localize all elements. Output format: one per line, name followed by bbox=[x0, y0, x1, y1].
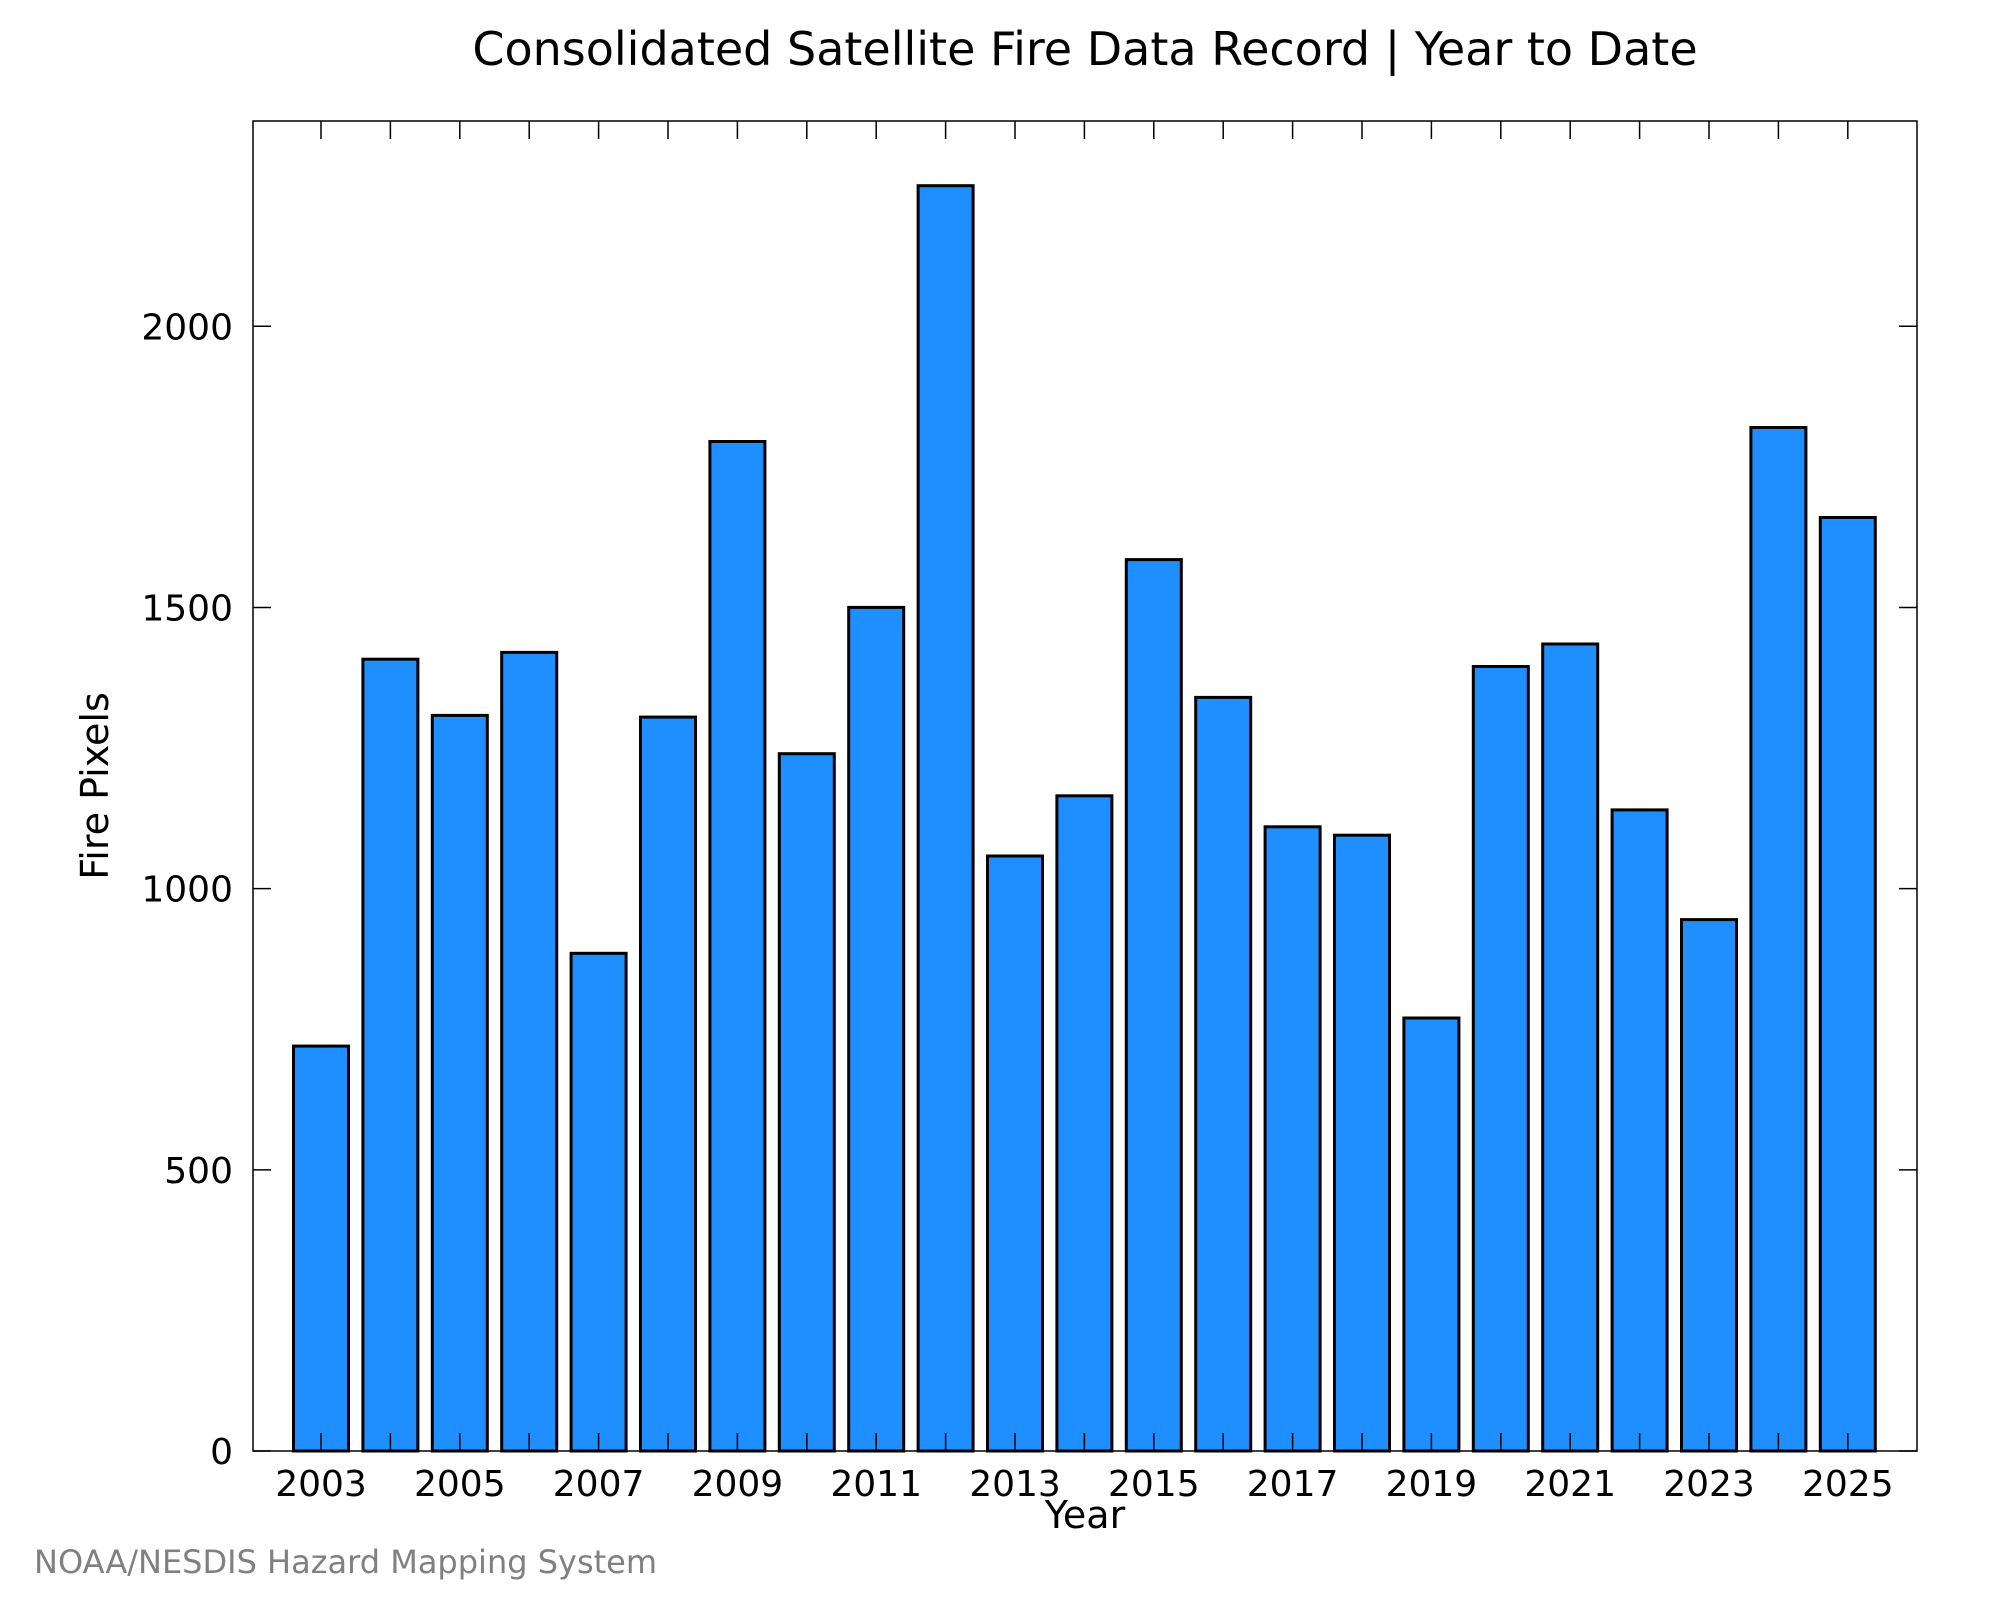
bar-2024 bbox=[1749, 426, 1808, 1453]
bars-group bbox=[292, 184, 1877, 1453]
bar-2010 bbox=[777, 752, 836, 1453]
bar-2012 bbox=[916, 184, 975, 1453]
x-tick-label-2005: 2005 bbox=[414, 1464, 506, 1505]
bar-2011 bbox=[847, 605, 906, 1453]
bar-2017 bbox=[1263, 825, 1322, 1453]
bar-2016 bbox=[1194, 695, 1253, 1453]
bar-2018 bbox=[1333, 833, 1391, 1453]
x-tick-label-2025: 2025 bbox=[1802, 1464, 1894, 1505]
bar-2007 bbox=[569, 951, 628, 1453]
x-tick-label-2019: 2019 bbox=[1386, 1464, 1478, 1505]
bar-2003 bbox=[292, 1044, 350, 1453]
x-tick-label-2013: 2013 bbox=[969, 1464, 1061, 1505]
x-tick-label-2003: 2003 bbox=[275, 1464, 367, 1505]
y-tick-label: 500 bbox=[164, 1151, 233, 1192]
x-tick-label-2007: 2007 bbox=[553, 1464, 645, 1505]
bar-2020 bbox=[1471, 665, 1530, 1453]
y-tick-label: 2000 bbox=[141, 307, 233, 348]
chart-title: Consolidated Satellite Fire Data Record … bbox=[472, 22, 1697, 77]
bar-2013 bbox=[986, 854, 1044, 1453]
bar-2009 bbox=[708, 440, 767, 1453]
bar-2021 bbox=[1541, 642, 1600, 1453]
y-tick-label: 0 bbox=[210, 1432, 233, 1473]
bar-2005 bbox=[430, 713, 489, 1453]
source-credit: NOAA/NESDIS Hazard Mapping System bbox=[34, 1543, 657, 1581]
ticks-group: 0 500 1000 1500 2000 2003 2005 2007 2009 2011 2013… bbox=[141, 121, 1917, 1505]
bar-2015 bbox=[1124, 558, 1183, 1453]
bar-2008 bbox=[639, 715, 697, 1453]
bar-2022 bbox=[1610, 808, 1669, 1453]
x-tick-label-2017: 2017 bbox=[1247, 1464, 1339, 1505]
y-tick-label: 1500 bbox=[141, 588, 233, 629]
bar-2004 bbox=[361, 657, 420, 1453]
x-tick-label-2021: 2021 bbox=[1524, 1464, 1616, 1505]
x-tick-label-2011: 2011 bbox=[830, 1464, 922, 1505]
x-tick-label-2009: 2009 bbox=[692, 1464, 784, 1505]
x-axis-label: Year bbox=[1044, 1493, 1126, 1537]
bar-2014 bbox=[1055, 794, 1114, 1453]
x-tick-label-2023: 2023 bbox=[1663, 1464, 1755, 1505]
y-axis-label: Fire Pixels bbox=[73, 692, 117, 880]
y-tick-label: 1000 bbox=[141, 870, 233, 911]
bar-2006 bbox=[500, 650, 559, 1453]
bar-2025 bbox=[1818, 516, 1877, 1453]
x-tick-label-2015: 2015 bbox=[1108, 1464, 1200, 1505]
bar-2019 bbox=[1402, 1016, 1461, 1453]
bar-2023 bbox=[1680, 918, 1738, 1453]
plot-frame bbox=[252, 120, 1918, 1452]
